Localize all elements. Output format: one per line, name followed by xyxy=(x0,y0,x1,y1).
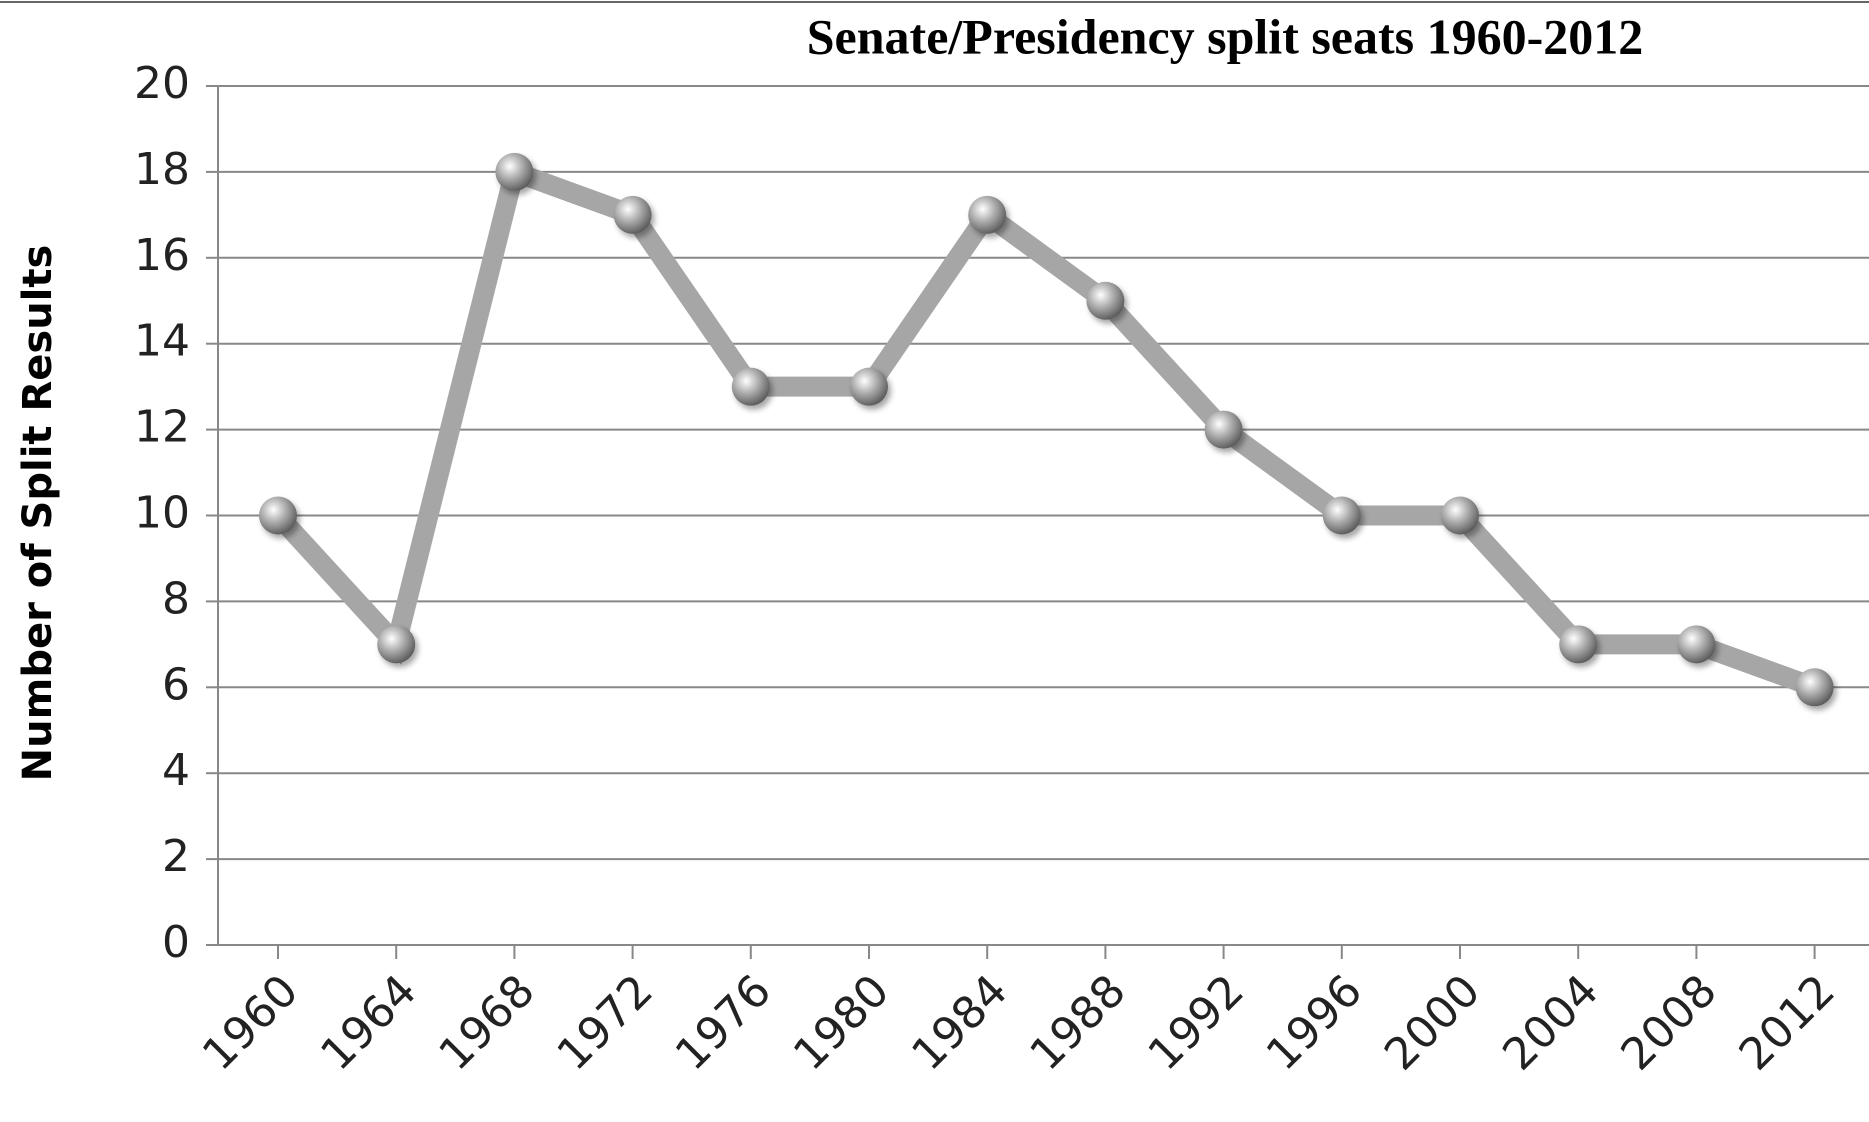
data-point xyxy=(1795,668,1834,707)
data-point xyxy=(613,195,652,234)
y-tick-label: 0 xyxy=(162,917,190,968)
x-tick-label: 1996 xyxy=(1257,965,1372,1080)
data-point xyxy=(259,496,297,535)
data-point xyxy=(1322,496,1361,535)
y-tick-label: 10 xyxy=(134,488,190,539)
x-tick-label: 1968 xyxy=(429,965,544,1080)
y-tick-label: 2 xyxy=(162,831,190,882)
y-axis-title: Number of Split Results xyxy=(15,245,61,782)
data-point xyxy=(1677,625,1716,664)
x-tick-label: 1984 xyxy=(902,965,1017,1080)
data-point xyxy=(968,195,1007,234)
x-tick-label: 1964 xyxy=(311,965,426,1080)
data-point xyxy=(731,367,770,406)
series-line xyxy=(270,158,1819,697)
x-tick-label: 2004 xyxy=(1493,965,1608,1080)
y-tick-label: 18 xyxy=(134,144,190,195)
x-tick-label: 1992 xyxy=(1139,965,1254,1080)
data-point xyxy=(850,367,888,406)
x-tick-label: 2000 xyxy=(1375,965,1490,1080)
x-tick-label: 1976 xyxy=(666,965,781,1080)
data-point xyxy=(1086,281,1125,320)
y-tick-label: 12 xyxy=(134,402,190,453)
data-point xyxy=(1559,625,1598,664)
x-tick-label: 2012 xyxy=(1730,965,1845,1080)
y-tick-label: 16 xyxy=(134,230,190,281)
y-tick-label: 8 xyxy=(162,573,190,624)
data-point xyxy=(1204,410,1243,449)
chart-title: Senate/Presidency split seats 1960-2012 xyxy=(807,8,1644,64)
y-tick-label: 6 xyxy=(162,659,190,710)
y-tick-label: 20 xyxy=(134,58,190,109)
x-tick-label: 1960 xyxy=(193,965,308,1080)
y-tick-label: 14 xyxy=(134,316,190,367)
x-tick-label: 1980 xyxy=(784,965,899,1080)
x-tick-label: 2008 xyxy=(1611,965,1726,1080)
y-tick-label: 4 xyxy=(162,745,190,796)
data-point xyxy=(1441,496,1479,535)
x-tick-label: 1988 xyxy=(1020,965,1135,1080)
data-point xyxy=(495,152,534,191)
data-point xyxy=(377,625,416,664)
x-tick-label: 1972 xyxy=(548,965,663,1080)
